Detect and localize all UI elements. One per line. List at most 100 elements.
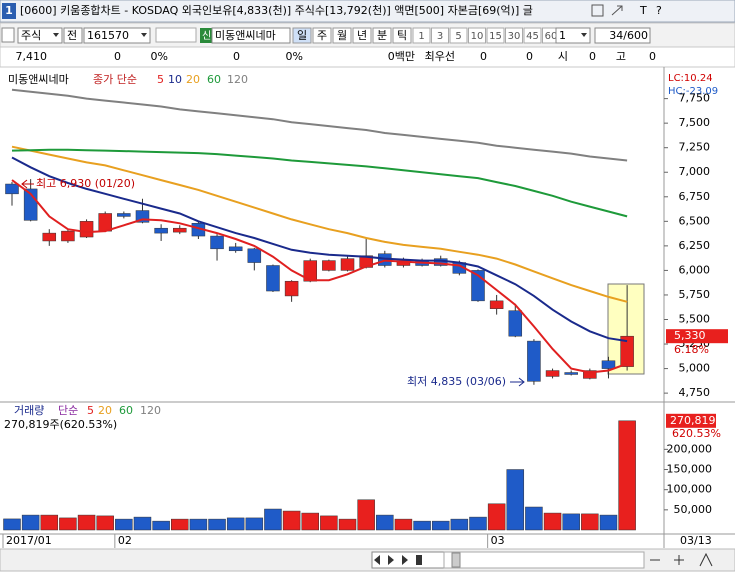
interval-button[interactable] bbox=[468, 27, 486, 44]
volume-summary: 270,819주(620.53%) bbox=[4, 418, 117, 431]
prefix-box[interactable] bbox=[200, 28, 212, 43]
volume-bar bbox=[301, 512, 319, 531]
interval-label[interactable]: 3 bbox=[437, 31, 443, 42]
period-label[interactable]: 분 bbox=[377, 29, 387, 42]
y-tick-label: 200,000 bbox=[667, 442, 713, 455]
interval-label[interactable]: 15 bbox=[489, 31, 502, 42]
y-tick-label: 5,500 bbox=[679, 313, 711, 326]
legend-entry: 20 bbox=[186, 73, 200, 86]
candle-body bbox=[61, 230, 75, 242]
code-box[interactable] bbox=[83, 27, 151, 44]
period-button[interactable] bbox=[392, 27, 412, 44]
candle-body bbox=[284, 280, 299, 297]
window-button[interactable]: T bbox=[639, 4, 647, 17]
candle-body bbox=[247, 248, 262, 263]
volume-bar bbox=[3, 518, 21, 531]
code[interactable]: 161570 bbox=[87, 29, 129, 42]
grid-icon[interactable] bbox=[591, 4, 604, 17]
period-label[interactable]: 월 bbox=[337, 29, 347, 42]
volume-bar bbox=[469, 516, 487, 531]
interval-label[interactable]: 1 bbox=[418, 31, 424, 42]
stock-name-box[interactable] bbox=[211, 27, 291, 44]
y-tick-label: 6,000 bbox=[679, 263, 711, 276]
volume-bar bbox=[618, 420, 636, 531]
period-button[interactable] bbox=[372, 27, 392, 44]
count-arrow[interactable] bbox=[581, 33, 587, 37]
period-button[interactable] bbox=[312, 27, 332, 44]
interval-button[interactable] bbox=[412, 27, 431, 44]
prefix[interactable]: 신 bbox=[202, 30, 211, 42]
scroll-arrows[interactable] bbox=[374, 555, 422, 565]
market[interactable]: 주식 bbox=[21, 29, 41, 42]
interval-label[interactable]: 60 bbox=[545, 31, 558, 42]
volume-bar bbox=[376, 514, 394, 531]
period-label[interactable]: 주 bbox=[317, 29, 327, 42]
mode[interactable]: 전 bbox=[67, 29, 77, 42]
tab-icon bbox=[2, 3, 16, 19]
candle-body bbox=[42, 232, 57, 242]
cursor-date: 03/13 bbox=[680, 534, 712, 547]
volume-bar bbox=[171, 518, 189, 531]
zoom-thumb[interactable] bbox=[451, 552, 461, 568]
volume-bar bbox=[77, 514, 96, 531]
toolbar-icon[interactable] bbox=[1, 27, 15, 43]
moving-average bbox=[11, 156, 628, 343]
y-tick-label: 6,500 bbox=[679, 214, 711, 227]
y-tick-label: 7,500 bbox=[679, 116, 711, 129]
info-item: 0 bbox=[649, 50, 656, 63]
y-tick-label: 7,250 bbox=[679, 141, 711, 154]
code-arrow[interactable] bbox=[141, 33, 147, 37]
market-box[interactable] bbox=[17, 27, 63, 44]
candle-body bbox=[489, 300, 504, 309]
period-button[interactable] bbox=[352, 27, 372, 44]
y-tick-label: 7,000 bbox=[679, 165, 711, 178]
stock-name[interactable]: 미동앤씨네마 bbox=[215, 29, 276, 42]
interval-button[interactable] bbox=[449, 27, 468, 44]
moving-average bbox=[11, 148, 628, 218]
mode-box[interactable] bbox=[63, 27, 83, 44]
period-label[interactable]: 일 bbox=[297, 28, 307, 42]
candle-body bbox=[154, 227, 168, 234]
interval-button[interactable] bbox=[486, 27, 505, 44]
period-button[interactable] bbox=[332, 27, 352, 44]
market-arrow[interactable] bbox=[53, 33, 59, 37]
interval-button[interactable] bbox=[523, 27, 542, 44]
info-item: 0 bbox=[526, 50, 533, 63]
candle-body bbox=[117, 213, 131, 217]
interval-label[interactable]: 10 bbox=[471, 31, 484, 42]
interval-label[interactable]: 45 bbox=[526, 31, 539, 42]
period-label[interactable]: 틱 bbox=[397, 29, 407, 42]
y-tick-label: 50,000 bbox=[674, 503, 713, 516]
y-tick-label: 100,000 bbox=[667, 483, 713, 496]
range: 34/600 bbox=[609, 29, 648, 42]
legend-entry: 10 bbox=[168, 73, 182, 86]
volume-bar bbox=[40, 514, 59, 531]
candle-body bbox=[98, 213, 112, 232]
candle-body bbox=[564, 372, 578, 375]
expand-icon[interactable] bbox=[611, 5, 623, 16]
info-item: 0백만 bbox=[388, 50, 415, 63]
volume-bar bbox=[189, 518, 208, 531]
interval-button[interactable] bbox=[505, 27, 523, 44]
info-item: 시 bbox=[558, 50, 568, 63]
period-label[interactable]: 년 bbox=[357, 29, 367, 42]
volume-legend-label: 단순 bbox=[58, 404, 78, 417]
price-legend-name: 미동앤씨네마 bbox=[8, 73, 69, 86]
interval-label[interactable]: 5 bbox=[455, 31, 461, 42]
volume-bar bbox=[320, 515, 338, 531]
count-box[interactable] bbox=[555, 27, 591, 44]
zoom-slider[interactable] bbox=[443, 551, 645, 569]
count[interactable]: 1 bbox=[559, 29, 566, 42]
window-button[interactable]: ? bbox=[656, 4, 662, 17]
price-legend-label: 종가 단순 bbox=[93, 73, 137, 86]
legend-entry: 120 bbox=[227, 73, 248, 86]
zoom-buttons[interactable] bbox=[650, 552, 713, 567]
interval-button[interactable] bbox=[431, 27, 449, 44]
sound-button[interactable] bbox=[155, 27, 197, 43]
interval-label[interactable]: 30 bbox=[508, 31, 521, 42]
candle-body bbox=[5, 183, 19, 195]
candle-body bbox=[601, 360, 616, 369]
period-button[interactable] bbox=[292, 27, 312, 44]
candle-body bbox=[228, 246, 243, 252]
